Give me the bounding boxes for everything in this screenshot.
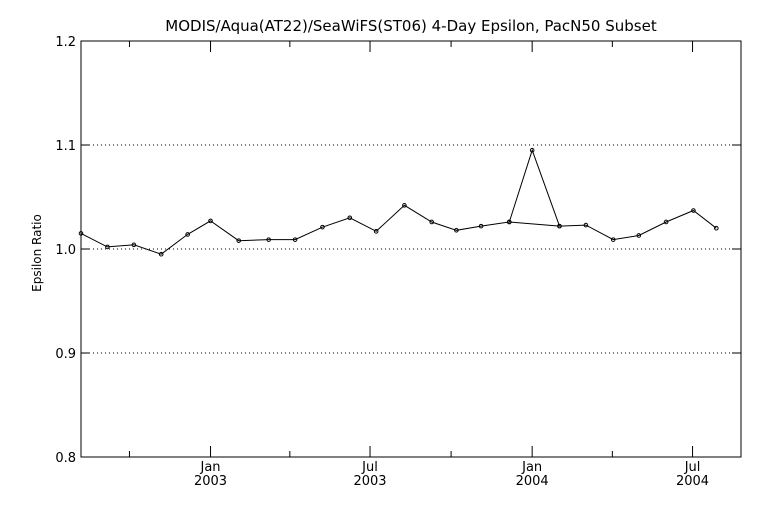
data-point <box>636 233 642 238</box>
y-tick-label: 1.0 <box>55 243 76 258</box>
data-point <box>236 238 242 243</box>
series-line <box>80 204 717 255</box>
data-point <box>610 237 616 242</box>
data-point <box>292 237 298 242</box>
grid-lines <box>81 144 741 354</box>
data-point <box>158 251 164 257</box>
data-point <box>402 203 407 208</box>
data-point <box>320 224 325 230</box>
data-point <box>691 208 696 213</box>
y-tick-label: 0.9 <box>55 347 76 362</box>
data-point <box>663 219 669 225</box>
data-point <box>506 219 512 225</box>
data-point <box>105 244 110 250</box>
data-point <box>78 231 84 236</box>
y-tick-label: 1.2 <box>55 35 76 50</box>
data-point <box>185 232 190 237</box>
x-tick-label-year: 2004 <box>676 474 709 489</box>
data-point <box>347 215 353 221</box>
y-tick-label: 1.1 <box>55 139 76 154</box>
data-point <box>131 242 137 248</box>
plot-frame <box>80 40 742 458</box>
data-point <box>529 147 535 153</box>
data-point <box>266 237 271 242</box>
axes: 0.80.91.01.11.2Jan2003Jul2003Jan2004Jul2… <box>55 35 742 489</box>
x-tick-label-month: Jan <box>521 460 542 475</box>
x-tick-label-year: 2003 <box>194 474 227 489</box>
data-point <box>454 227 459 233</box>
data-point <box>429 219 435 225</box>
data-point <box>373 229 379 234</box>
x-tick-label-month: Jan <box>200 460 221 475</box>
x-tick-label-month: Jul <box>361 460 378 475</box>
x-tick-label-month: Jul <box>684 460 701 475</box>
x-tick-label-year: 2004 <box>516 474 549 489</box>
series-line <box>508 148 560 227</box>
data-point <box>557 223 562 229</box>
data-series <box>78 147 719 257</box>
x-tick-label-year: 2003 <box>353 474 386 489</box>
data-point <box>478 223 484 229</box>
chart-title: MODIS/Aqua(AT22)/SeaWiFS(ST06) 4-Day Eps… <box>165 17 657 35</box>
data-point <box>208 218 213 224</box>
data-point <box>583 222 589 228</box>
y-tick-label: 0.8 <box>55 451 76 466</box>
data-point <box>714 225 719 231</box>
y-axis-label: Epsilon Ratio <box>30 214 44 292</box>
